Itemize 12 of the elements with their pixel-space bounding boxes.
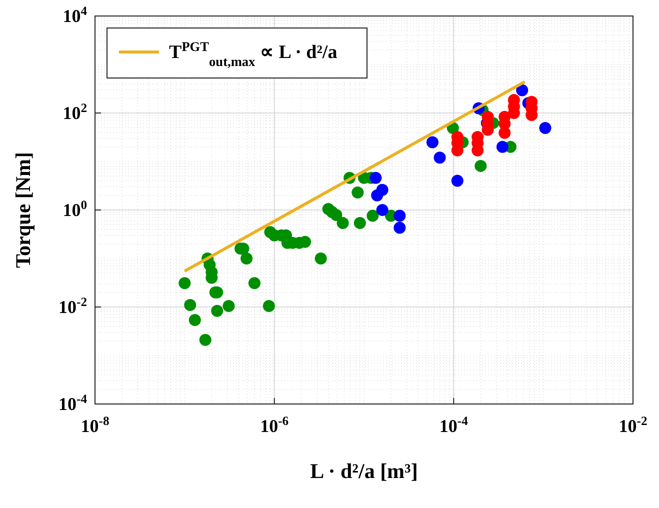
y-axis-title: Torque [Nm] [11, 152, 35, 268]
y-tick-label: 10$^{4}$ [62, 4, 88, 26]
y-tick-label: 10$^{-4}$ [58, 392, 88, 414]
x-axis-title: L · d²/a [m³] [310, 459, 418, 483]
legend-label: T$^{PGT}$$_{out,max}$ ∝ L · d²/a [169, 38, 338, 68]
y-tick-label: 10$^{2}$ [62, 101, 87, 123]
x-tick-label: 10$^{-6}$ [260, 414, 289, 436]
y-tick-label: 10$^{-2}$ [58, 295, 87, 317]
x-tick-label: 10$^{-4}$ [439, 414, 469, 436]
y-tick-label: 10$^{0}$ [62, 198, 87, 220]
x-tick-label: 10$^{-8}$ [80, 414, 110, 436]
x-tick-label: 10$^{-2}$ [618, 414, 648, 436]
